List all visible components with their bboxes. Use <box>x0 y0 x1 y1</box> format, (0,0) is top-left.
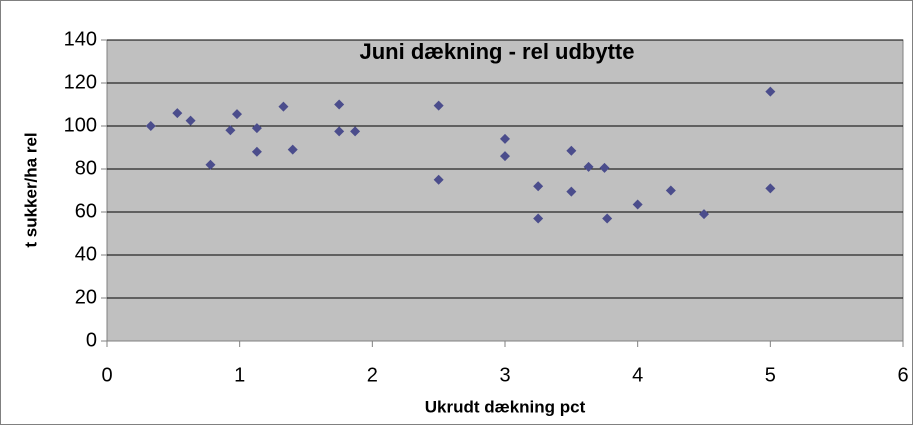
point <box>350 126 361 137</box>
point <box>145 121 156 131</box>
x-tick-label: 6 <box>897 364 908 386</box>
point <box>278 101 289 112</box>
point <box>632 199 643 210</box>
point <box>665 185 676 196</box>
y-tick-label: 100 <box>64 114 97 136</box>
x-tick-label: 2 <box>367 364 378 386</box>
x-tick-label: 5 <box>765 364 776 386</box>
chart-title: Juni dækning - rel udbytte <box>359 39 634 64</box>
x-axis-label: Ukrudt dækning pct <box>425 397 586 416</box>
point <box>172 108 183 119</box>
point <box>765 86 776 97</box>
point <box>251 146 262 157</box>
x-tick-label: 0 <box>101 364 112 386</box>
point <box>566 186 577 197</box>
point <box>500 151 510 162</box>
point <box>433 100 444 111</box>
point <box>765 183 776 194</box>
point <box>500 133 510 144</box>
x-tick-label: 4 <box>632 364 643 386</box>
point <box>225 125 236 136</box>
point <box>533 213 544 224</box>
x-tick-label: 3 <box>499 364 510 386</box>
point <box>433 174 444 185</box>
point <box>251 123 262 134</box>
point <box>699 209 709 220</box>
point <box>185 115 196 126</box>
point <box>583 161 594 172</box>
point <box>533 181 544 192</box>
point <box>566 145 577 156</box>
x-tick-label: 1 <box>234 364 245 386</box>
y-tick-label: 60 <box>75 200 97 222</box>
point <box>599 162 610 173</box>
y-axis-label: t sukker/ha rel <box>21 132 40 247</box>
y-tick-label: 40 <box>75 243 97 265</box>
y-tick-label: 80 <box>75 157 97 179</box>
point <box>205 159 216 170</box>
point <box>232 109 243 120</box>
point <box>602 213 613 224</box>
y-tick-label: 20 <box>75 286 97 308</box>
plot-area <box>106 39 904 342</box>
y-tick-label: 120 <box>64 71 97 93</box>
y-tick-label: 140 <box>64 28 97 50</box>
point <box>287 144 298 155</box>
point <box>334 126 345 137</box>
point <box>334 99 345 110</box>
y-tick-label: 0 <box>86 329 97 351</box>
